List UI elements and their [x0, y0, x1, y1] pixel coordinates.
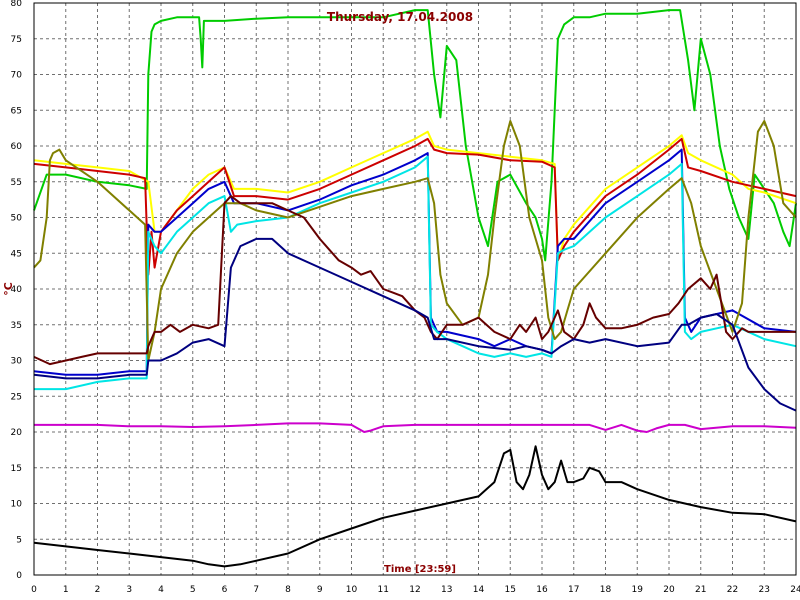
- x-tick-label: 18: [600, 585, 612, 595]
- y-tick-label: 20: [11, 428, 23, 438]
- x-tick-label: 7: [253, 585, 259, 595]
- y-tick-label: 25: [11, 392, 22, 402]
- series-line-9: [34, 422, 797, 433]
- grid: [34, 3, 796, 575]
- y-tick-label: 50: [11, 214, 23, 224]
- x-tick-label: 21: [695, 585, 706, 595]
- x-tick-label: 9: [317, 585, 323, 595]
- x-tick-label: 11: [378, 585, 389, 595]
- y-tick-label: 60: [11, 142, 23, 152]
- x-tick-label: 19: [632, 585, 644, 595]
- x-tick-label: 23: [759, 585, 770, 595]
- tick-labels: 0 1 2 3 4 5 6 7 8 9 10 11 12 13 14 15 16 17 18 19 20 21 22 23 24…: [11, 0, 800, 595]
- x-tick-label: 15: [505, 585, 516, 595]
- y-tick-label: 45: [11, 249, 22, 259]
- y-tick-label: 70: [11, 71, 23, 81]
- x-tick-label: 22: [727, 585, 738, 595]
- x-tick-label: 6: [222, 585, 228, 595]
- y-tick-label: 55: [11, 178, 22, 188]
- x-tick-label: 0: [31, 585, 37, 595]
- y-tick-label: 10: [11, 500, 23, 510]
- y-tick-label: 30: [11, 357, 23, 367]
- x-tick-label: 3: [126, 585, 132, 595]
- x-tick-label: 2: [95, 585, 101, 595]
- x-tick-label: 4: [158, 585, 164, 595]
- y-tick-label: 80: [11, 0, 23, 9]
- series-group: [33, 9, 797, 568]
- x-tick-label: 1: [63, 585, 69, 595]
- y-tick-label: 15: [11, 464, 22, 474]
- x-tick-label: 24: [790, 585, 800, 595]
- x-tick-label: 10: [346, 585, 358, 595]
- x-tick-label: 5: [190, 585, 196, 595]
- y-tick-label: 75: [11, 35, 22, 45]
- y-tick-label: 40: [11, 285, 23, 295]
- y-tick-label: 5: [16, 535, 22, 545]
- x-tick-label: 14: [473, 585, 485, 595]
- x-tick-label: 13: [441, 585, 452, 595]
- chart-title: Thursday, 17.04.2008: [327, 10, 473, 24]
- y-axis-label: °C: [2, 282, 15, 296]
- series-line-8: [33, 237, 797, 412]
- y-tick-label: 65: [11, 106, 22, 116]
- x-tick-label: 16: [536, 585, 548, 595]
- plot-frame: [33, 2, 797, 576]
- series-line-1: [33, 9, 797, 262]
- x-tick-label: 8: [285, 585, 291, 595]
- x-tick-label: 20: [663, 585, 675, 595]
- x-tick-label: 12: [409, 585, 420, 595]
- series-line-5: [34, 155, 797, 391]
- series-line-10: [33, 445, 797, 568]
- x-tick-label: 17: [568, 585, 579, 595]
- y-tick-label: 35: [11, 321, 22, 331]
- y-tick-label: 0: [16, 571, 22, 581]
- x-axis-label: Time [23:59]: [384, 564, 456, 575]
